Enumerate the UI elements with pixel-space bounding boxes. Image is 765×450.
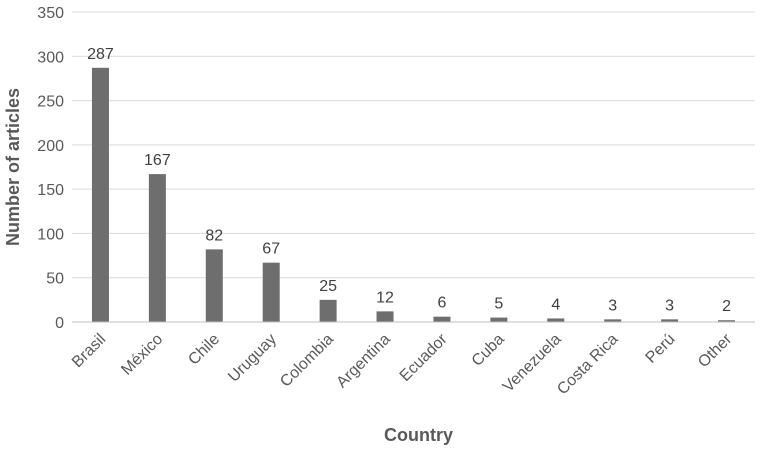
y-tick-label: 100: [37, 226, 64, 243]
y-tick-label: 200: [37, 138, 64, 155]
bar-colombia: [319, 299, 337, 322]
y-tick-label: 350: [37, 5, 64, 22]
bars: [91, 67, 736, 322]
x-tick-label: México: [118, 331, 166, 379]
gridlines: [72, 11, 755, 279]
y-tick-label: 150: [37, 182, 64, 199]
x-tick-label: Perú: [643, 331, 679, 367]
y-axis-ticks: 0 50 100 150 200 250 300 350: [37, 5, 64, 332]
bar-venezuela: [547, 318, 565, 322]
bar-cuba: [490, 317, 508, 322]
x-tick-label: Other: [695, 330, 736, 371]
data-label: 5: [494, 296, 503, 313]
y-tick-label: 250: [37, 94, 64, 111]
data-label: 12: [376, 289, 394, 306]
bar-brasil: [91, 67, 109, 322]
data-label: 6: [438, 295, 447, 312]
x-axis-ticks: Brasil México Chile UruguayColombiaArgentin…: [69, 330, 736, 398]
x-tick-label: Uruguay: [225, 331, 280, 386]
data-label: 25: [319, 278, 337, 295]
x-axis-title: Country: [384, 425, 453, 445]
bar-chile: [205, 249, 223, 322]
data-label: 67: [262, 241, 280, 258]
x-tick-label: Chile: [185, 331, 223, 369]
bar-uruguay: [262, 262, 280, 322]
x-tick-label: Colombia: [277, 331, 337, 391]
bar-costa-rica: [604, 319, 622, 322]
y-tick-label: 50: [46, 271, 64, 288]
data-label: 3: [608, 297, 617, 314]
bar-argentina: [376, 311, 394, 322]
data-label: 3: [665, 297, 674, 314]
bar-perú: [661, 319, 679, 322]
bar-méxico: [148, 174, 166, 322]
data-label: 287: [87, 46, 114, 63]
y-axis-title: Number of articles: [3, 88, 23, 246]
data-label: 167: [144, 152, 171, 169]
y-tick-label: 0: [55, 315, 64, 332]
y-tick-label: 300: [37, 49, 64, 66]
data-labels: 287 167 82 67 25 12 6 5 4 3 3 2: [87, 46, 731, 315]
data-label: 2: [722, 298, 731, 315]
x-tick-label: Ecuador: [397, 330, 452, 385]
x-tick-label: Argentina: [333, 331, 394, 392]
bar-ecuador: [433, 316, 451, 322]
data-label: 4: [551, 296, 560, 313]
x-tick-label: Cuba: [469, 331, 508, 370]
x-tick-label: Brasil: [69, 331, 109, 371]
data-label: 82: [205, 227, 223, 244]
bar-other: [718, 320, 736, 322]
x-tick-label: Costa Rica: [554, 331, 621, 398]
